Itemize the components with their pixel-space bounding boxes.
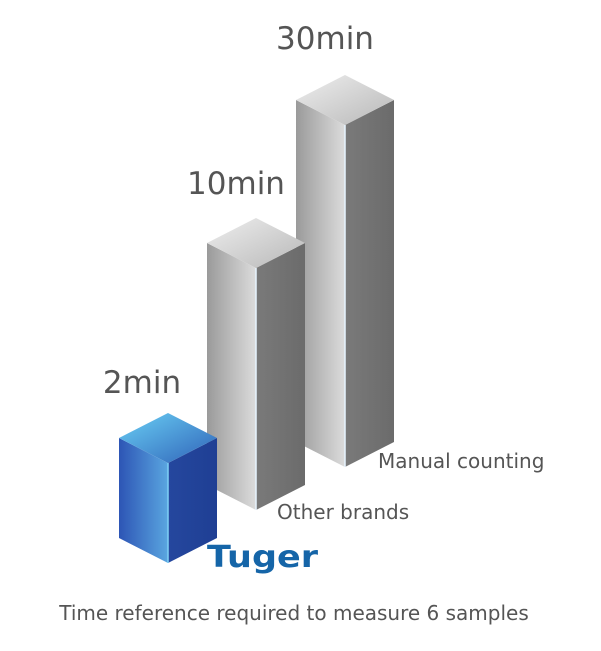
top-face	[207, 218, 305, 268]
right-face	[345, 100, 394, 467]
bar-other-brands	[207, 218, 305, 510]
category-label-tuger-logo: Tuger	[207, 540, 318, 575]
data-label-manual-counting: 30min	[276, 21, 374, 57]
bar-manual-counting	[296, 75, 394, 467]
data-label-other-brands: 10min	[187, 166, 285, 202]
right-face	[168, 438, 217, 563]
category-label-other-brands: Other brands	[277, 500, 409, 524]
top-face	[119, 413, 217, 463]
data-label-tuger: 2min	[103, 365, 181, 401]
category-label-manual-counting: Manual counting	[378, 449, 544, 473]
chart-caption: Time reference required to measure 6 sam…	[58, 601, 529, 625]
left-face	[119, 438, 168, 563]
bar-tuger	[119, 413, 217, 563]
top-face	[296, 75, 394, 125]
right-face	[256, 243, 305, 510]
left-face	[296, 100, 345, 467]
left-face	[207, 243, 256, 510]
